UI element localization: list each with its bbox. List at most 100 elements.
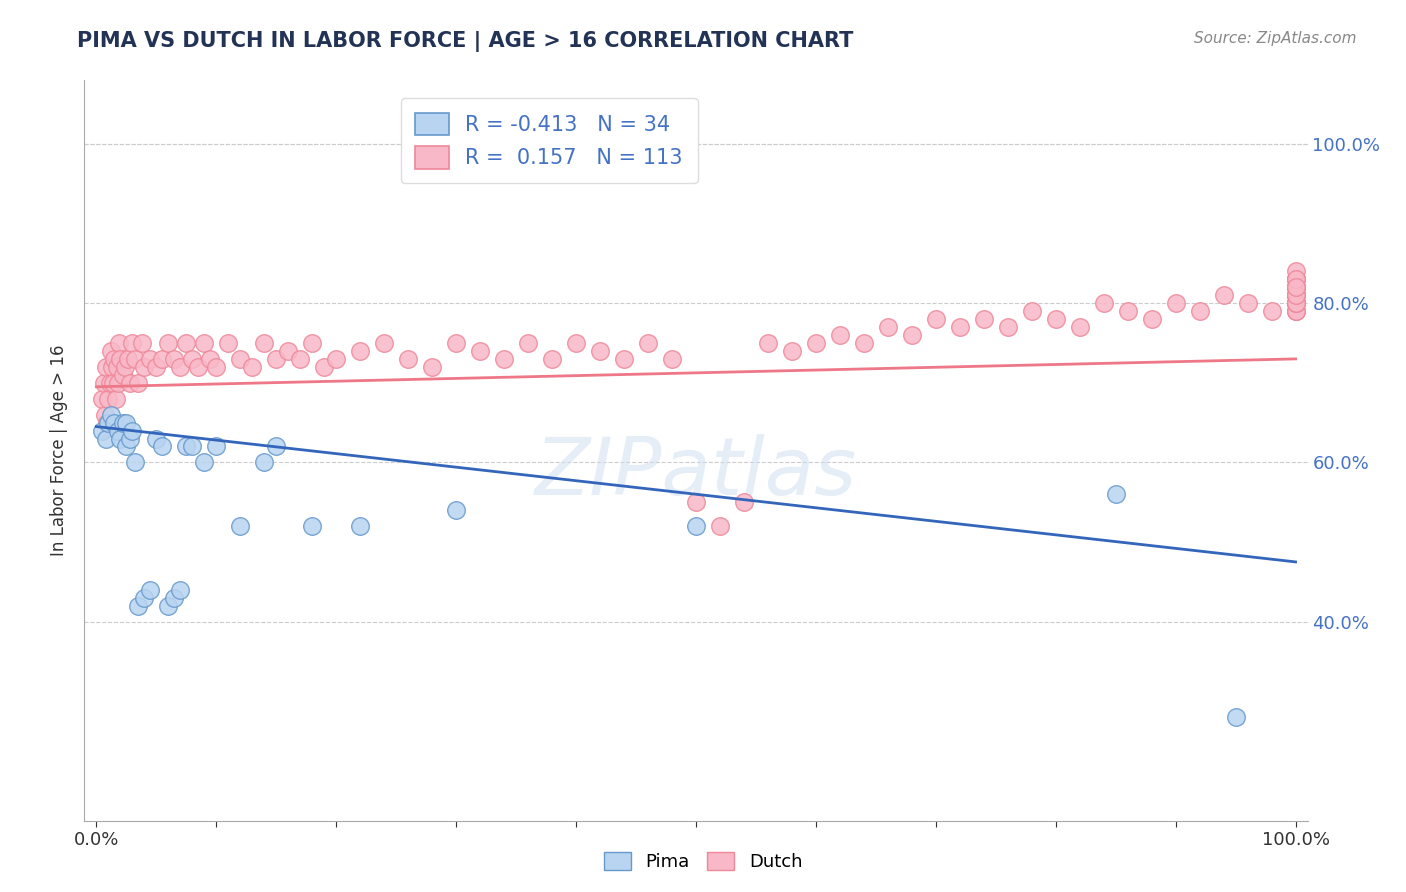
Point xyxy=(181,440,204,454)
Point xyxy=(325,351,347,366)
Point xyxy=(301,336,323,351)
Point xyxy=(174,336,197,351)
Point xyxy=(240,359,263,374)
Point xyxy=(121,424,143,438)
Point xyxy=(828,328,851,343)
Point xyxy=(157,599,180,613)
Point xyxy=(1284,280,1306,294)
Point xyxy=(1069,320,1091,334)
Point xyxy=(1284,272,1306,286)
Point xyxy=(1225,710,1247,724)
Point xyxy=(1212,288,1234,302)
Point xyxy=(852,336,875,351)
Point xyxy=(127,376,149,390)
Point xyxy=(541,351,564,366)
Point xyxy=(1284,288,1306,302)
Point xyxy=(1164,296,1187,310)
Y-axis label: In Labor Force | Age > 16: In Labor Force | Age > 16 xyxy=(51,344,69,557)
Point xyxy=(1236,296,1258,310)
Point xyxy=(1284,288,1306,302)
Point xyxy=(314,359,336,374)
Point xyxy=(1284,264,1306,278)
Point xyxy=(973,312,995,326)
Point xyxy=(145,359,167,374)
Point xyxy=(94,359,117,374)
Point xyxy=(115,440,138,454)
Point xyxy=(876,320,898,334)
Point xyxy=(517,336,540,351)
Point xyxy=(1284,304,1306,318)
Point xyxy=(193,455,215,469)
Point xyxy=(101,359,124,374)
Point xyxy=(121,336,143,351)
Point xyxy=(733,495,755,509)
Point xyxy=(1284,296,1306,310)
Point xyxy=(169,359,191,374)
Point xyxy=(1284,296,1306,310)
Point xyxy=(1116,304,1139,318)
Point xyxy=(1284,280,1306,294)
Point xyxy=(1284,296,1306,310)
Point xyxy=(1284,272,1306,286)
Point xyxy=(103,351,125,366)
Point xyxy=(139,582,162,597)
Point xyxy=(124,455,146,469)
Point xyxy=(685,495,707,509)
Point xyxy=(264,351,287,366)
Point xyxy=(229,351,252,366)
Point xyxy=(98,376,121,390)
Point xyxy=(163,351,186,366)
Point xyxy=(1284,304,1306,318)
Point xyxy=(1284,280,1306,294)
Point xyxy=(444,503,467,517)
Point xyxy=(494,351,516,366)
Point xyxy=(1284,272,1306,286)
Point xyxy=(637,336,659,351)
Point xyxy=(205,359,228,374)
Point xyxy=(97,416,120,430)
Point xyxy=(108,336,131,351)
Point xyxy=(145,432,167,446)
Point xyxy=(949,320,972,334)
Point xyxy=(200,351,222,366)
Point xyxy=(93,408,117,422)
Point xyxy=(373,336,395,351)
Point xyxy=(157,336,180,351)
Point xyxy=(1284,280,1306,294)
Point xyxy=(111,368,134,382)
Point xyxy=(107,424,129,438)
Point xyxy=(229,519,252,533)
Point xyxy=(804,336,827,351)
Point xyxy=(104,392,127,406)
Point xyxy=(349,343,371,358)
Point xyxy=(264,440,287,454)
Point xyxy=(114,359,136,374)
Point xyxy=(756,336,779,351)
Point xyxy=(110,351,132,366)
Point xyxy=(150,351,173,366)
Point xyxy=(103,416,125,430)
Point xyxy=(124,351,146,366)
Point xyxy=(1092,296,1115,310)
Point xyxy=(93,376,115,390)
Point xyxy=(187,359,209,374)
Point xyxy=(468,343,491,358)
Point xyxy=(101,376,124,390)
Point xyxy=(290,351,312,366)
Point xyxy=(105,359,128,374)
Point xyxy=(589,343,612,358)
Point xyxy=(97,392,120,406)
Point xyxy=(117,351,139,366)
Point xyxy=(91,392,114,406)
Point xyxy=(96,416,118,430)
Point xyxy=(94,432,117,446)
Point xyxy=(1260,304,1282,318)
Point xyxy=(444,336,467,351)
Point xyxy=(217,336,239,351)
Point xyxy=(901,328,924,343)
Point xyxy=(661,351,683,366)
Point xyxy=(925,312,948,326)
Point xyxy=(1105,487,1128,501)
Point xyxy=(1188,304,1211,318)
Point xyxy=(205,440,228,454)
